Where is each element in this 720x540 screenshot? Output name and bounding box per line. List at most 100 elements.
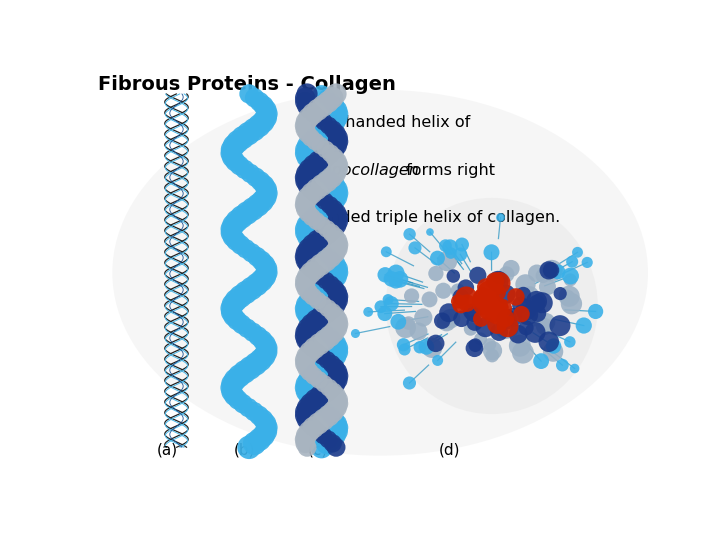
Point (304, 165, 315, 174)
Point (237, 400, 248, 408)
Point (255, 356, 266, 364)
Point (475, 335, 487, 343)
Point (564, 275, 576, 284)
Point (248, 125, 260, 134)
Point (487, 351, 498, 360)
Point (300, 407, 311, 416)
Point (321, 356, 333, 364)
Point (304, 105, 315, 114)
Point (546, 266, 557, 275)
Point (547, 347, 559, 356)
Point (300, 360, 311, 368)
Point (306, 213, 318, 221)
Point (443, 308, 454, 317)
Point (300, 177, 311, 186)
Point (465, 325, 477, 333)
Point (332, 427, 343, 436)
Point (494, 279, 505, 287)
Point (311, 316, 323, 325)
Point (332, 185, 343, 193)
Point (300, 304, 311, 313)
Point (315, 392, 326, 400)
Point (300, 197, 312, 205)
Point (307, 110, 319, 118)
Point (432, 254, 444, 262)
Point (445, 314, 456, 323)
Point (333, 137, 344, 146)
Point (318, 248, 330, 257)
Point (329, 380, 341, 388)
Point (300, 153, 312, 162)
Point (333, 292, 344, 301)
Text: handed triple helix of collagen.: handed triple helix of collagen. (310, 210, 561, 225)
Point (243, 403, 254, 412)
Point (567, 258, 578, 266)
Point (330, 431, 341, 440)
Point (469, 341, 481, 349)
Point (312, 237, 323, 245)
Point (315, 141, 326, 150)
Point (323, 383, 335, 392)
Point (301, 352, 312, 360)
Point (554, 321, 566, 330)
Point (310, 400, 322, 408)
Point (308, 292, 320, 301)
Point (301, 169, 312, 178)
Point (256, 276, 267, 285)
Point (323, 304, 334, 313)
Point (249, 93, 261, 102)
Point (486, 248, 498, 256)
Point (502, 322, 513, 330)
Point (566, 299, 577, 308)
Point (315, 272, 327, 281)
Point (327, 225, 338, 233)
Point (301, 181, 312, 190)
Point (436, 316, 448, 325)
Point (500, 314, 511, 322)
Point (305, 268, 317, 277)
Point (328, 145, 339, 154)
Point (254, 435, 266, 444)
Point (300, 435, 311, 444)
Point (301, 312, 312, 321)
Point (226, 387, 238, 396)
Point (309, 189, 320, 198)
Point (300, 276, 311, 285)
Point (333, 344, 344, 353)
Point (251, 252, 263, 261)
Point (409, 244, 420, 252)
Point (318, 431, 329, 440)
Point (500, 290, 512, 299)
Point (394, 275, 405, 284)
Point (333, 213, 344, 221)
Point (333, 372, 344, 380)
Point (260, 113, 271, 122)
Point (327, 356, 338, 364)
Point (333, 395, 344, 404)
Point (541, 282, 553, 291)
Point (240, 288, 252, 297)
Point (247, 328, 258, 336)
Point (320, 145, 332, 154)
Point (316, 90, 328, 98)
Point (333, 423, 344, 432)
Point (461, 293, 472, 302)
Point (299, 332, 310, 340)
Point (314, 209, 325, 218)
Point (441, 318, 452, 326)
Point (236, 213, 248, 221)
Point (254, 98, 266, 106)
Point (261, 344, 273, 353)
Point (531, 269, 543, 278)
Point (379, 271, 391, 279)
Point (313, 157, 325, 166)
Point (324, 201, 336, 210)
Point (300, 248, 312, 257)
Point (328, 205, 340, 213)
Point (261, 185, 272, 193)
Point (307, 292, 318, 301)
Point (400, 323, 411, 332)
Point (331, 375, 343, 384)
Point (481, 297, 492, 306)
Point (314, 193, 325, 201)
